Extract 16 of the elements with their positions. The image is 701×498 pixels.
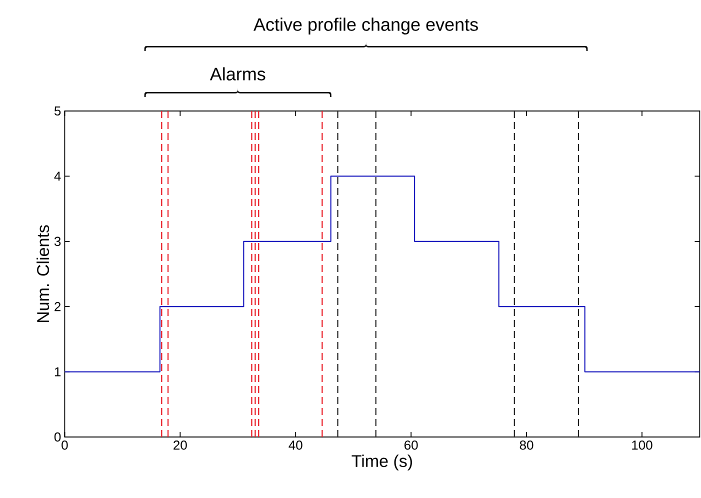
x-tick-label: 60 — [404, 440, 418, 450]
x-tick-label: 100 — [632, 440, 652, 450]
y-axis-title: Num. Clients — [36, 225, 50, 322]
text: Alarms — [210, 67, 266, 80]
x-tick-label: 80 — [520, 440, 534, 450]
y-tick-label: 0 — [54, 432, 61, 442]
x-tick-label: 0 — [62, 440, 68, 450]
x-tick-label: 20 — [174, 440, 187, 450]
y-tick-label: 4 — [54, 172, 61, 181]
y-tick-label: 5 — [54, 106, 61, 116]
x-tick-label: 40 — [288, 440, 302, 450]
y-tick-label: 2 — [54, 302, 61, 312]
y-tick-label: 1 — [54, 367, 61, 376]
text: Active profile change events — [254, 18, 478, 34]
y-tick-label: 3 — [54, 236, 61, 246]
x-axis-title: Time (s) — [352, 454, 412, 470]
